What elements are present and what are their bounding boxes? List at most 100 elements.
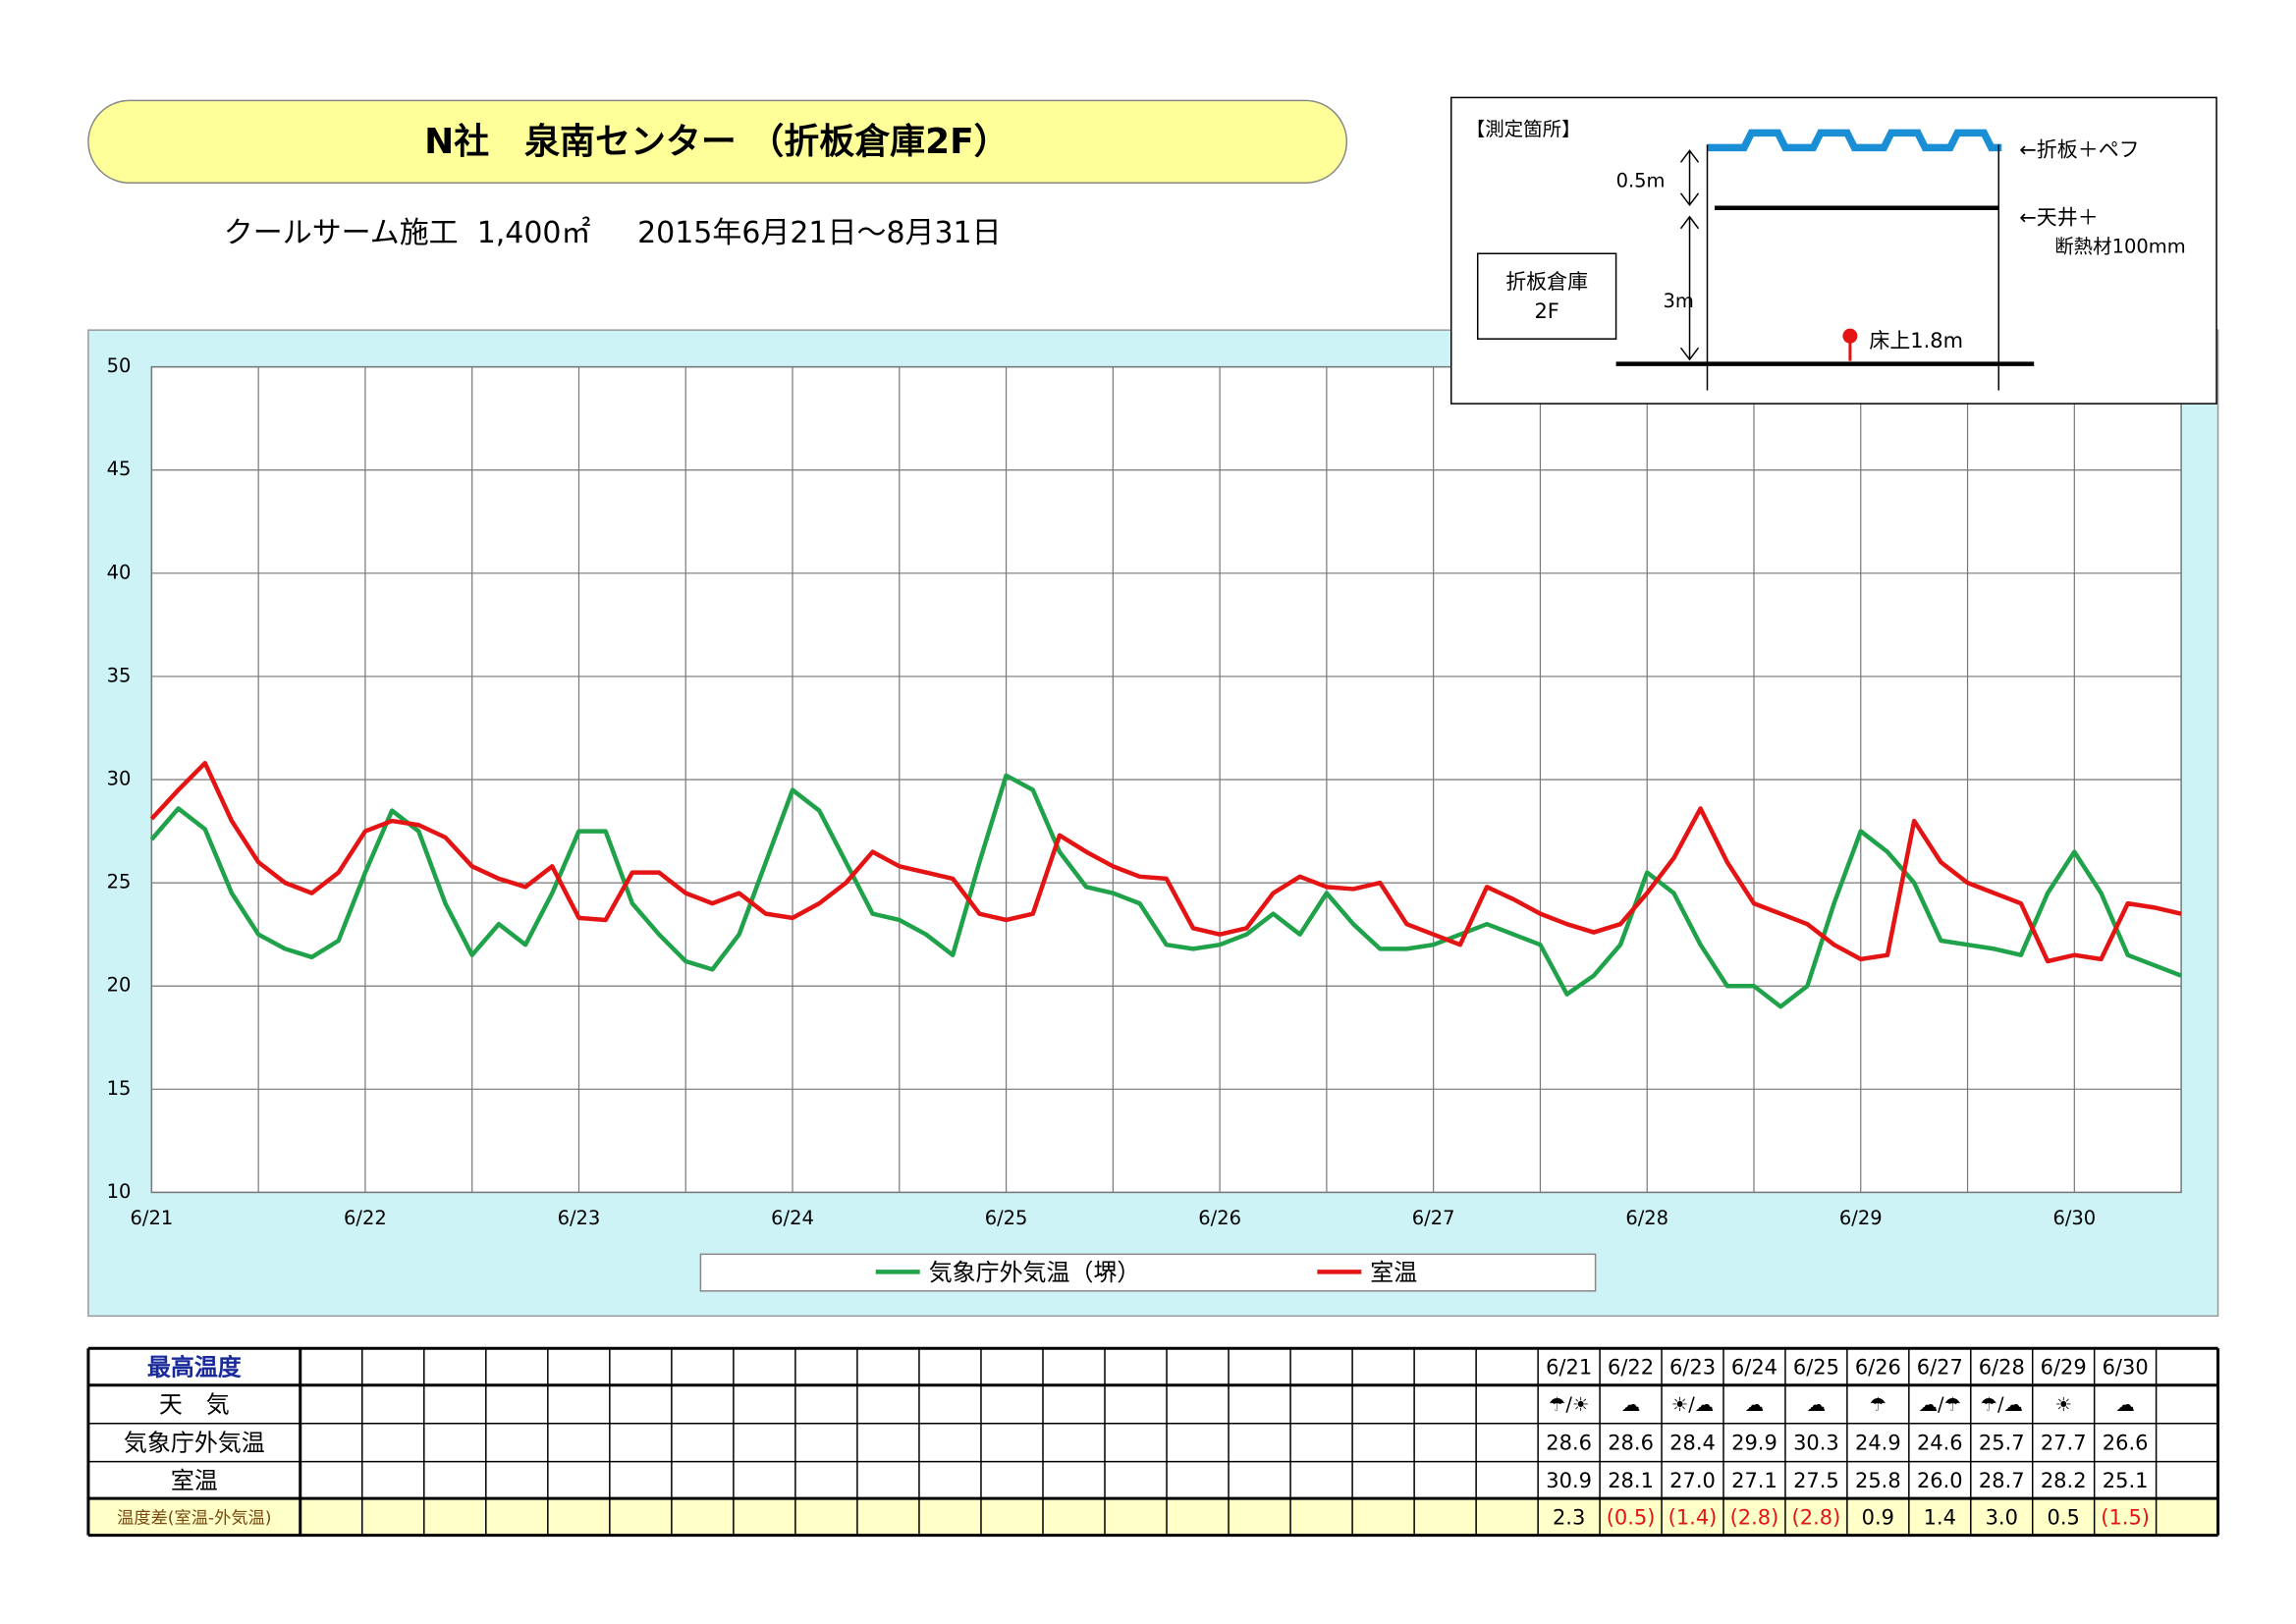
table-cell: 29.9 (1731, 1432, 1777, 1455)
table-cell: ☂ (1870, 1393, 1886, 1416)
dimension-arrows (1679, 149, 1700, 361)
table-cell: 2.3 (1553, 1505, 1585, 1529)
y-tick-label: 20 (107, 974, 132, 997)
table-cell: ☀ (2054, 1393, 2071, 1416)
table-cell: ☁ (1807, 1393, 1826, 1416)
diagram: 【測定箇所】 折板倉庫 2F ←折板＋ペフ 0.5m ←天井＋ 断熱材100mm… (1449, 96, 2217, 405)
table-cell: ☀/☁ (1671, 1393, 1714, 1416)
table-cell: 25.1 (2103, 1469, 2149, 1492)
date-header: 6/29 (2041, 1356, 2087, 1380)
row-label: 最高温度 (147, 1354, 242, 1381)
table-cell: (2.8) (1730, 1505, 1779, 1529)
x-tick-label: 6/26 (1198, 1207, 1241, 1229)
x-tick-label: 6/29 (1839, 1207, 1883, 1229)
table-cell: ☂/☁ (1981, 1393, 2023, 1416)
page-subtitle: クールサーム施工 1,400㎡ 2015年6月21日～8月31日 (224, 216, 1002, 250)
data-line (149, 760, 2182, 964)
y-tick-label: 40 (107, 561, 132, 583)
date-header: 6/30 (2103, 1356, 2149, 1380)
legend-items: 気象庁外気温（堺） 室温 (875, 1259, 1417, 1286)
table-cell: ☁ (1745, 1393, 1764, 1416)
row-label: 天 気 (159, 1391, 230, 1419)
table-cell: ☂/☀ (1549, 1393, 1589, 1416)
date-header: 6/27 (1917, 1356, 1963, 1380)
y-tick-label: 15 (107, 1077, 132, 1100)
legend (699, 1253, 1597, 1292)
table-cell: 27.0 (1669, 1469, 1716, 1492)
x-tick-label: 6/28 (1625, 1207, 1668, 1229)
date-header: 6/22 (1608, 1356, 1654, 1380)
room-label: 折板倉庫 (1505, 270, 1588, 294)
plot: 10 15 20 25 30 35 40 45 50 6/21 6/22 6/23 6/24 6/25 6/… (107, 354, 2182, 1229)
title-banner (87, 99, 1348, 185)
date-header: 6/24 (1731, 1356, 1777, 1380)
y-tick-label: 30 (107, 768, 132, 790)
table-cell: ☁/☂ (1919, 1393, 1961, 1416)
table-cell: (1.4) (1668, 1505, 1718, 1529)
table-cell: 26.6 (2103, 1432, 2149, 1455)
table-cell: 24.6 (1917, 1432, 1963, 1455)
y-tick-label: 10 (107, 1180, 132, 1203)
row-label: 温度差(室温-外気温) (117, 1508, 271, 1528)
table-cell: 28.6 (1546, 1432, 1592, 1455)
table-cell: 25.8 (1855, 1469, 1901, 1492)
height-label: 3m (1664, 290, 1694, 312)
sensor-head (1842, 328, 1858, 344)
x-tick-label: 6/25 (985, 1207, 1028, 1229)
x-tick-label: 6/30 (2052, 1207, 2096, 1229)
x-tick-label: 6/22 (344, 1207, 387, 1229)
legend-label: 室温 (1370, 1259, 1417, 1286)
sensor-label: 床上1.8m (1869, 329, 1963, 352)
table-cell: 27.7 (2041, 1432, 2087, 1455)
x-tick-label: 6/27 (1412, 1207, 1455, 1229)
date-header: 6/25 (1793, 1356, 1839, 1380)
diff-row-bg (87, 1498, 2218, 1536)
data-line (149, 773, 2182, 1009)
y-tick-label: 25 (107, 871, 132, 893)
table-cell: 0.5 (2048, 1505, 2080, 1529)
table-cell: 30.9 (1546, 1469, 1592, 1492)
page-title: N社 泉南センター （折板倉庫2F） (424, 122, 1010, 162)
table-cell: 28.7 (1979, 1469, 2025, 1492)
ceiling-label: ←天井＋ (2019, 205, 2098, 229)
y-tick-label: 45 (107, 458, 132, 480)
date-header: 6/28 (1979, 1356, 2025, 1380)
table-cell: ☁ (1621, 1393, 1640, 1416)
row-label: 室温 (171, 1467, 218, 1494)
floor-label: 2F (1534, 299, 1558, 323)
x-tick-label: 6/23 (558, 1207, 601, 1229)
legend-label: 気象庁外気温（堺） (929, 1259, 1141, 1286)
date-header: 6/26 (1855, 1356, 1901, 1380)
diagram-title: 【測定箇所】 (1466, 118, 1581, 140)
table-cell: ☁ (2115, 1393, 2134, 1416)
gap-label: 0.5m (1616, 169, 1666, 191)
roof (1707, 129, 2002, 152)
table-cell: 28.2 (2041, 1469, 2087, 1492)
y-tick-label: 50 (107, 354, 132, 377)
roof-label: ←折板＋ペフ (2019, 137, 2139, 161)
table-cell: (1.5) (2101, 1505, 2150, 1529)
table-cell: 0.9 (1862, 1505, 1894, 1529)
y-tick-label: 35 (107, 664, 132, 686)
table-cell: 27.5 (1793, 1469, 1839, 1492)
table-cell: 30.3 (1793, 1432, 1839, 1455)
x-tick-label: 6/21 (131, 1207, 174, 1229)
date-header: 6/23 (1669, 1356, 1716, 1380)
table-cell: 25.7 (1979, 1432, 2025, 1455)
table-cell: 28.1 (1608, 1469, 1654, 1492)
diagram-box (1449, 96, 2217, 405)
table-cell: 3.0 (1986, 1505, 2018, 1529)
table-cell: 1.4 (1924, 1505, 1956, 1529)
x-tick-label: 6/24 (771, 1207, 814, 1229)
insulation-label: 断熱材100mm (2054, 236, 2186, 258)
table-cell: (2.8) (1792, 1505, 1841, 1529)
table-cell: 26.0 (1917, 1469, 1963, 1492)
table-cell: 27.1 (1731, 1469, 1777, 1492)
row-label: 気象庁外気温 (124, 1430, 265, 1457)
room-box (1476, 252, 1617, 340)
date-header: 6/21 (1546, 1356, 1592, 1380)
table-cell: 28.4 (1669, 1432, 1716, 1455)
